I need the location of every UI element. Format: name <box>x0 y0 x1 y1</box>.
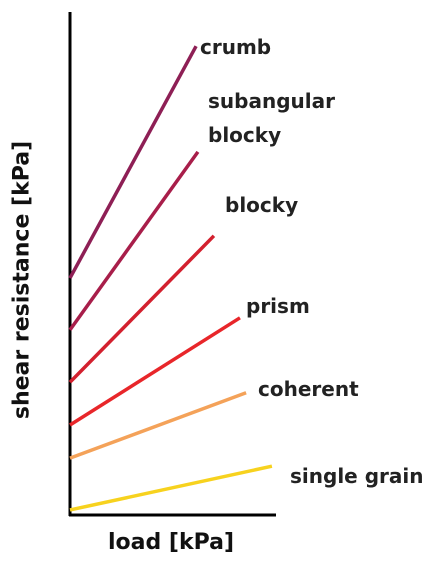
series-line <box>68 45 198 279</box>
series-line <box>68 234 216 384</box>
series-line <box>68 150 200 331</box>
series-line <box>69 391 247 460</box>
series-line <box>69 316 241 427</box>
series-label: prism <box>246 294 310 318</box>
series-label: coherent <box>258 377 359 401</box>
series-line <box>69 464 273 512</box>
y-axis-title: shear resistance [kPa] <box>9 140 35 420</box>
series-label: subangular blocky <box>208 89 335 147</box>
x-axis-title: load [kPa] <box>108 530 235 555</box>
series-label: single grain <box>290 464 424 488</box>
series-label: blocky <box>225 193 299 217</box>
series-label: crumb <box>200 35 272 59</box>
